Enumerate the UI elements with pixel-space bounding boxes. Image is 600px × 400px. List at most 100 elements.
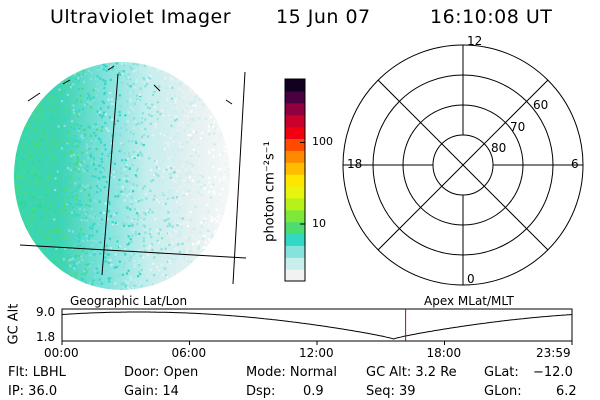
image-pixel (118, 149, 121, 152)
image-pixel (174, 115, 177, 118)
image-pixel (152, 283, 155, 286)
image-pixel (125, 164, 128, 167)
image-pixel (99, 244, 102, 247)
image-pixel (14, 68, 17, 71)
image-pixel (54, 71, 57, 74)
image-pixel (134, 208, 137, 211)
image-pixel (156, 229, 159, 232)
image-pixel (198, 198, 201, 201)
image-pixel (30, 188, 33, 191)
image-pixel (68, 108, 71, 111)
image-pixel (144, 118, 147, 121)
image-pixel (47, 190, 50, 193)
image-pixel (190, 64, 194, 67)
image-pixel (27, 102, 30, 105)
image-pixel (125, 178, 128, 181)
image-pixel (183, 62, 186, 65)
image-pixel (43, 108, 46, 111)
image-pixel (181, 79, 184, 82)
image-pixel (28, 67, 31, 70)
image-pixel (191, 73, 194, 76)
image-pixel (207, 229, 211, 233)
image-pixel (39, 139, 42, 142)
image-pixel (93, 250, 96, 253)
polar-inner-diagonal (441, 143, 485, 187)
image-pixel (78, 204, 81, 207)
image-pixel (167, 144, 170, 147)
image-pixel (210, 105, 213, 108)
image-pixel (41, 214, 45, 217)
image-pixel (192, 83, 195, 87)
image-pixel (39, 203, 42, 207)
image-pixel (87, 193, 90, 196)
image-pixel (100, 129, 103, 132)
image-pixel (232, 129, 234, 131)
image-pixel (67, 132, 70, 135)
image-pixel (101, 100, 104, 103)
image-pixel (117, 211, 120, 214)
image-pixel (225, 75, 228, 78)
image-pixel (142, 133, 145, 136)
image-pixel (223, 145, 226, 148)
image-pixel (210, 201, 213, 204)
image-pixel (37, 89, 40, 92)
colorbar-band (285, 79, 305, 92)
image-pixel (187, 271, 191, 274)
image-pixel (228, 139, 230, 142)
image-pixel (31, 84, 34, 88)
image-pixel (76, 157, 79, 160)
image-pixel (199, 231, 202, 234)
image-pixel (141, 187, 144, 190)
image-pixel (132, 82, 135, 85)
image-pixel (199, 277, 202, 280)
image-pixel (151, 192, 154, 195)
image-pixel (145, 110, 148, 113)
image-pixel (64, 209, 67, 212)
image-pixel (179, 83, 182, 86)
image-pixel (209, 211, 212, 214)
image-pixel (44, 206, 47, 209)
image-pixel (170, 288, 174, 290)
image-pixel (176, 196, 179, 199)
image-pixel (100, 157, 103, 160)
image-pixel (83, 208, 86, 211)
image-pixel (81, 184, 84, 187)
image-pixel (132, 253, 136, 256)
image-pixel (110, 132, 113, 135)
image-pixel (35, 168, 38, 171)
image-pixel (101, 259, 104, 262)
image-pixel (135, 184, 138, 187)
image-pixel (25, 225, 28, 228)
image-pixel (185, 161, 189, 164)
image-pixel (92, 89, 95, 92)
image-pixel (157, 259, 160, 262)
image-pixel (172, 210, 175, 213)
image-pixel (70, 152, 73, 155)
image-pixel (16, 185, 19, 188)
image-pixel (141, 148, 144, 151)
image-pixel (172, 171, 175, 174)
image-pixel (156, 110, 159, 113)
image-pixel (40, 201, 43, 204)
image-pixel (135, 281, 138, 284)
image-pixel (56, 277, 59, 280)
image-pixel (18, 271, 21, 275)
image-pixel (64, 264, 67, 267)
image-pixel (50, 110, 53, 113)
image-pixel (115, 222, 119, 225)
image-pixel (195, 150, 199, 154)
image-pixel (217, 260, 220, 263)
image-pixel (190, 145, 193, 148)
image-pixel (18, 283, 21, 286)
image-pixel (212, 166, 215, 169)
image-pixel (46, 208, 49, 211)
image-pixel (25, 197, 28, 200)
image-pixel (151, 95, 155, 98)
image-pixel (176, 211, 179, 214)
image-pixel (124, 114, 127, 117)
image-pixel (65, 182, 68, 185)
image-pixel (126, 83, 129, 86)
image-pixel (56, 281, 59, 284)
image-pixel (154, 123, 157, 126)
image-pixel (148, 228, 151, 231)
